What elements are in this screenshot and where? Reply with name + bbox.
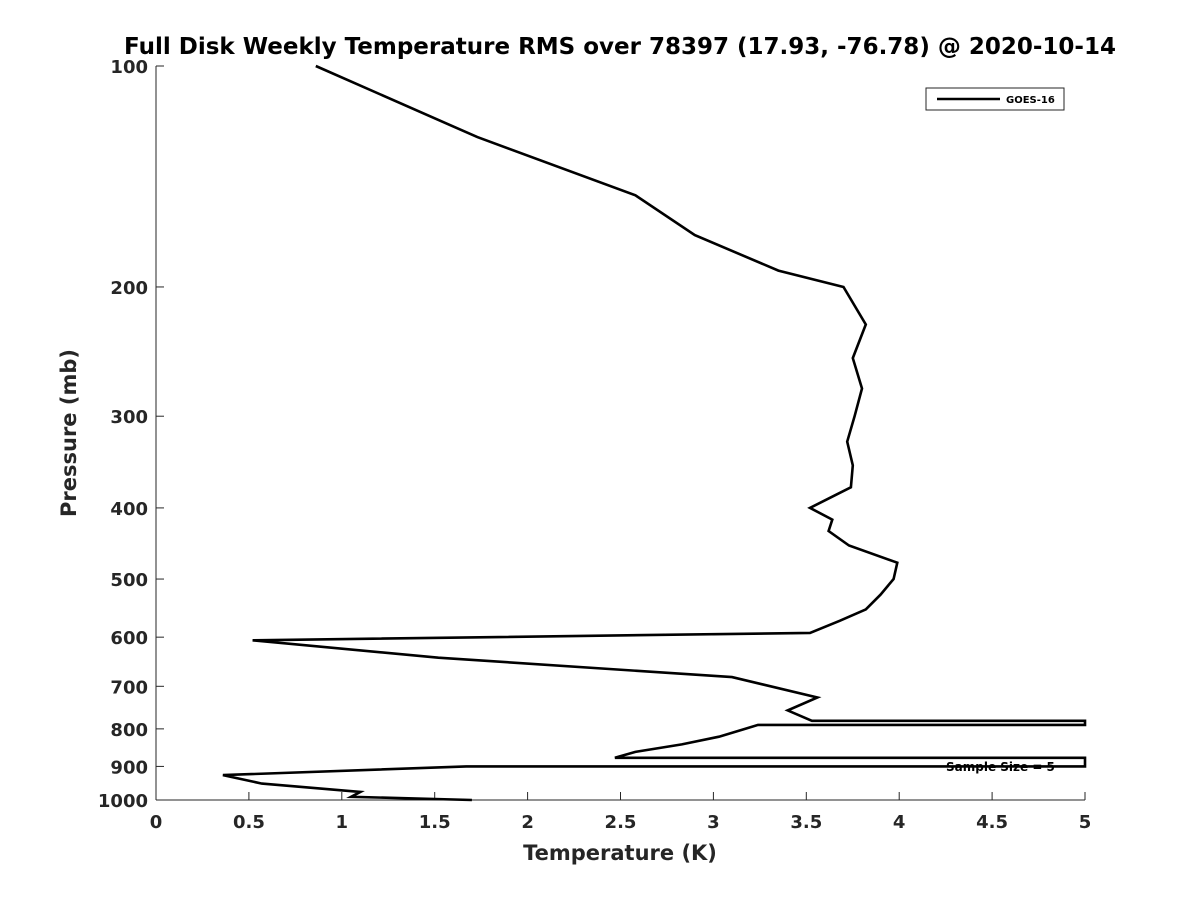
x-tick-label: 5 bbox=[1079, 812, 1092, 833]
x-tick-label: 0.5 bbox=[233, 812, 265, 833]
x-tick-label: 2.5 bbox=[605, 812, 637, 833]
y-tick-label: 900 bbox=[110, 757, 148, 778]
x-tick-label: 1.5 bbox=[419, 812, 451, 833]
x-tick-label: 2 bbox=[521, 812, 534, 833]
sample-size-annotation: Sample Size = 5 bbox=[946, 760, 1055, 774]
tick-group: 0 0.5 1 1.5 2 2.5 3 3.5 4 4.5 5 100 200 300 400 500 600 7… bbox=[98, 57, 1091, 833]
y-tick-label: 200 bbox=[110, 278, 148, 299]
y-tick-label: 600 bbox=[110, 628, 148, 649]
x-tick-label: 0 bbox=[150, 812, 163, 833]
x-tick-label: 1 bbox=[336, 812, 349, 833]
x-tick-label: 3.5 bbox=[790, 812, 822, 833]
y-tick-label: 400 bbox=[110, 499, 148, 520]
legend-label-goes-16: GOES-16 bbox=[1006, 95, 1055, 106]
x-axis-label: Temperature (K) bbox=[523, 841, 717, 865]
y-tick-label: 1000 bbox=[98, 791, 148, 812]
x-tick-label: 4.5 bbox=[976, 812, 1008, 833]
y-tick-label: 700 bbox=[110, 677, 148, 698]
x-tick-label: 4 bbox=[893, 812, 906, 833]
y-tick-label: 300 bbox=[110, 407, 148, 428]
y-tick-label: 500 bbox=[110, 570, 148, 591]
y-axis-label: Pressure (mb) bbox=[57, 349, 81, 517]
series-layer bbox=[222, 64, 1087, 802]
chart-title: Full Disk Weekly Temperature RMS over 78… bbox=[124, 34, 1116, 60]
legend: GOES-16 bbox=[925, 87, 1065, 111]
series-line-goes-16 bbox=[222, 64, 1087, 802]
y-tick-label: 800 bbox=[110, 720, 148, 741]
y-tick-label: 100 bbox=[110, 57, 148, 78]
x-tick-label: 3 bbox=[707, 812, 720, 833]
